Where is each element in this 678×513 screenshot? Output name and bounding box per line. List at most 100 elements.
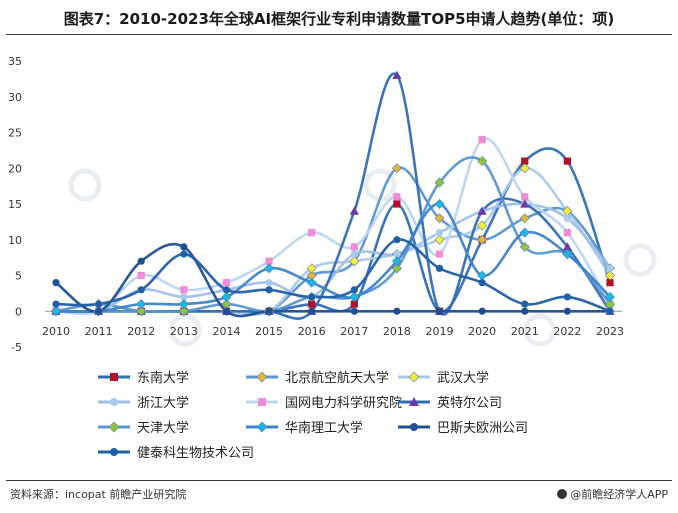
data-point — [222, 279, 231, 287]
data-point — [521, 307, 529, 315]
legend-label: 国网电力科学研究院 — [285, 395, 402, 411]
data-point — [519, 213, 530, 224]
data-point — [178, 299, 189, 310]
data-point — [477, 156, 488, 167]
data-point — [391, 256, 402, 267]
data-point — [137, 257, 145, 265]
data-point — [562, 242, 572, 251]
footer-divider — [6, 480, 672, 481]
legend-marker — [110, 398, 118, 406]
series-line — [54, 238, 612, 313]
legend-label: 英特尔公司 — [437, 396, 502, 411]
data-point — [478, 307, 486, 315]
x-tick-label: 2015 — [255, 325, 283, 338]
data-point — [50, 306, 62, 317]
data-point — [604, 270, 616, 281]
legend-item: 天津大学 — [98, 420, 189, 436]
data-point — [178, 306, 189, 317]
brand-label: @前瞻经济学人APP — [557, 486, 668, 502]
data-point — [392, 70, 402, 79]
legend-marker — [256, 371, 268, 383]
x-tick-label: 2018 — [383, 325, 411, 338]
legend-item: 华南理工大学 — [246, 420, 363, 436]
data-point — [350, 300, 358, 308]
data-point — [391, 163, 402, 174]
data-point — [393, 236, 401, 244]
legend-marker — [110, 448, 118, 456]
data-point — [478, 279, 486, 287]
brand-logo-icon — [557, 489, 568, 499]
brand-text: @前瞻经济学人APP — [570, 488, 668, 501]
data-point — [521, 157, 529, 165]
data-point — [350, 250, 358, 258]
legend-item: 武汉大学 — [398, 370, 489, 386]
data-point — [563, 157, 571, 165]
data-point — [265, 286, 273, 294]
data-point — [137, 271, 145, 280]
chart-title: 图表7：2010-2023年全球AI框架行业专利申请数量TOP5申请人趋势(单位… — [63, 10, 615, 28]
legend-marker — [410, 423, 418, 431]
data-point — [180, 250, 188, 258]
x-tick-label: 2017 — [340, 325, 368, 338]
data-point — [222, 286, 231, 294]
watermark-logo-icon — [523, 313, 557, 347]
legend-item: 巴斯夫欧洲公司 — [398, 421, 528, 436]
data-point — [95, 307, 103, 315]
data-point — [349, 291, 360, 302]
legend-item: 英特尔公司 — [398, 396, 502, 411]
y-tick-label: 25 — [8, 127, 22, 140]
data-point — [606, 307, 614, 315]
x-tick-label: 2013 — [170, 325, 198, 338]
data-point — [434, 198, 445, 210]
legend-label: 巴斯夫欧洲公司 — [437, 421, 528, 436]
x-tick-label: 2012 — [127, 325, 155, 338]
data-point — [520, 199, 530, 208]
data-point — [434, 213, 445, 224]
data-point — [521, 193, 529, 201]
y-tick-label: 35 — [8, 55, 22, 68]
legend-item: 浙江大学 — [98, 395, 189, 411]
data-point — [519, 163, 530, 174]
watermark-logo-icon — [68, 168, 102, 202]
y-tick-label: 20 — [8, 162, 22, 175]
series-markers — [50, 70, 616, 317]
legend-item: 东南大学 — [98, 370, 189, 386]
legend-item: 北京航空航天大学 — [246, 370, 389, 386]
data-point — [308, 293, 316, 301]
data-point — [306, 277, 317, 288]
data-point — [350, 307, 358, 315]
data-point — [435, 264, 444, 272]
data-point — [478, 136, 486, 144]
data-point — [393, 307, 401, 315]
data-point — [477, 206, 487, 215]
legend-label: 浙江大学 — [137, 395, 189, 411]
data-point — [477, 220, 488, 231]
legend-marker — [409, 397, 419, 406]
data-point — [180, 286, 188, 294]
x-tick-label: 2010 — [42, 325, 70, 338]
data-point — [180, 293, 188, 301]
y-tick-label: -5 — [11, 341, 22, 354]
data-point — [606, 279, 614, 287]
data-point — [180, 243, 188, 251]
x-tick-label: 2011 — [85, 325, 113, 338]
data-point — [350, 243, 358, 251]
data-point — [222, 307, 231, 315]
data-point — [221, 291, 232, 302]
data-point — [265, 307, 273, 315]
data-point — [349, 256, 360, 267]
legend-marker — [256, 421, 268, 433]
data-point — [563, 307, 571, 315]
data-point — [391, 263, 402, 274]
watermark-logo-icon — [168, 313, 202, 347]
y-tick-label: 5 — [15, 270, 22, 283]
data-point — [519, 241, 530, 252]
data-point — [265, 257, 273, 265]
data-point — [393, 250, 401, 258]
x-tick-label: 2014 — [212, 325, 240, 338]
x-tick-label: 2016 — [298, 325, 326, 338]
x-tick-label: 2022 — [553, 325, 581, 338]
x-tick-label: 2020 — [468, 325, 496, 338]
title-divider — [6, 34, 672, 35]
legend-marker — [408, 371, 420, 383]
